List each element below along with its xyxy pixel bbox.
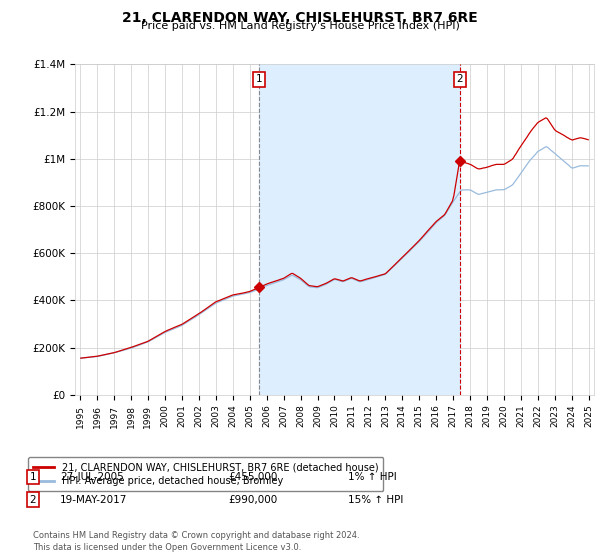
Text: 1: 1: [256, 74, 263, 85]
Text: 27-JUL-2005: 27-JUL-2005: [60, 472, 124, 482]
Text: Price paid vs. HM Land Registry's House Price Index (HPI): Price paid vs. HM Land Registry's House …: [140, 21, 460, 31]
Text: 15% ↑ HPI: 15% ↑ HPI: [348, 494, 403, 505]
Text: £990,000: £990,000: [228, 494, 277, 505]
Text: 19-MAY-2017: 19-MAY-2017: [60, 494, 127, 505]
Text: 1: 1: [29, 472, 37, 482]
Bar: [259, 64, 460, 395]
Text: 2: 2: [457, 74, 463, 85]
Text: 21, CLARENDON WAY, CHISLEHURST, BR7 6RE: 21, CLARENDON WAY, CHISLEHURST, BR7 6RE: [122, 11, 478, 25]
Text: 2: 2: [29, 494, 37, 505]
Text: Contains HM Land Registry data © Crown copyright and database right 2024.
This d: Contains HM Land Registry data © Crown c…: [33, 531, 359, 552]
Text: 1% ↑ HPI: 1% ↑ HPI: [348, 472, 397, 482]
Text: £455,000: £455,000: [228, 472, 277, 482]
Legend: 21, CLARENDON WAY, CHISLEHURST, BR7 6RE (detached house), HPI: Average price, de: 21, CLARENDON WAY, CHISLEHURST, BR7 6RE …: [28, 458, 383, 491]
